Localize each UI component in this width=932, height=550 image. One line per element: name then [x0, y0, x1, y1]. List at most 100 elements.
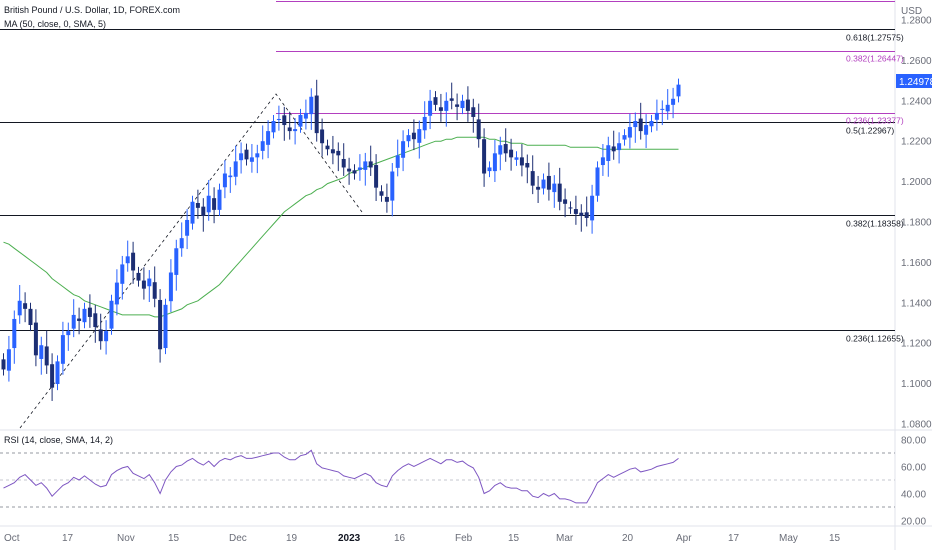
candle	[417, 120, 422, 159]
candle	[222, 160, 227, 199]
rsi-tick: 20.00	[901, 517, 926, 528]
candle	[293, 118, 298, 145]
candle	[509, 138, 514, 171]
candle	[303, 99, 308, 130]
candle	[600, 144, 605, 176]
candles	[1, 78, 681, 401]
candle	[55, 355, 60, 391]
candle	[109, 294, 114, 335]
ma50-line	[3, 136, 679, 318]
candle	[147, 270, 152, 302]
price-tick: 1.22000	[901, 137, 932, 148]
candle	[579, 204, 584, 232]
rsi-axis[interactable]: 80.00 60.00 40.00 20.00	[901, 436, 926, 528]
candle	[411, 119, 416, 151]
candle	[104, 320, 109, 355]
candle	[136, 266, 141, 287]
candle	[217, 183, 222, 216]
candle	[492, 139, 497, 183]
last-price-box	[896, 74, 932, 88]
candle	[563, 188, 568, 218]
candle	[309, 88, 314, 130]
candle	[125, 240, 130, 272]
candle	[195, 189, 200, 219]
candle	[471, 98, 476, 133]
time-tick: Feb	[455, 533, 473, 544]
time-tick: Oct	[4, 533, 20, 544]
last-price-tag: 1.24978	[896, 74, 932, 88]
price-tick: 1.24000	[901, 96, 932, 107]
candle	[66, 322, 71, 351]
candle	[357, 154, 362, 181]
candle	[406, 129, 411, 148]
rsi-tick: 80.00	[901, 436, 926, 447]
candle	[341, 143, 346, 176]
candle	[82, 302, 87, 329]
candle	[519, 144, 524, 177]
time-axis[interactable]: Oct 17 Nov 15 Dec 19 2023 16 Feb 15 Mar 20 Apr 17 May 1…	[4, 533, 841, 544]
candle	[201, 198, 206, 232]
candle	[239, 142, 244, 174]
candle	[665, 89, 670, 120]
rsi-tick: 60.00	[901, 463, 926, 474]
time-tick: 2023	[338, 533, 361, 544]
time-tick: 15	[829, 533, 841, 544]
candle	[255, 144, 260, 174]
candle	[87, 294, 92, 328]
fib-label-black: 0.382(1.18358)	[846, 219, 904, 229]
candle	[158, 289, 163, 363]
candle	[487, 161, 492, 178]
candle	[482, 128, 487, 187]
candle	[131, 241, 136, 284]
candle	[17, 285, 22, 324]
candle	[660, 100, 665, 126]
ma-legend: MA (50, close, 0, SMA, 5)	[4, 19, 106, 29]
price-axis[interactable]: 1.28000 1.26000 1.24000 1.22000 1.20000 1.180…	[901, 16, 932, 431]
candle	[163, 298, 168, 355]
fib-label-black: 0.236(1.12655)	[846, 334, 904, 344]
fib-levels-black[interactable]: 0.618(1.27575) 0.5(1.22967) 0.382(1.18358)…	[0, 29, 904, 344]
candle	[233, 145, 238, 186]
time-tick: 15	[168, 533, 180, 544]
candle	[336, 142, 341, 172]
time-tick: 19	[286, 533, 298, 544]
candle	[249, 144, 254, 173]
candle	[12, 310, 17, 364]
candle	[141, 267, 146, 300]
rsi-line	[3, 449, 679, 504]
candle	[93, 304, 98, 343]
time-tick: 16	[394, 533, 406, 544]
candle	[168, 259, 173, 313]
candle	[422, 101, 427, 139]
candle	[541, 173, 546, 195]
candle	[71, 299, 76, 338]
candle	[363, 152, 368, 186]
candle	[314, 79, 319, 142]
fib-levels-purple[interactable]: 0.5(1.28929)0.382(1.26447)0.236(1.23377)	[276, 0, 904, 126]
candle	[330, 135, 335, 165]
fib-label-purple: 0.382(1.26447)	[846, 54, 904, 64]
candle	[298, 108, 303, 133]
candle	[573, 195, 578, 225]
price-tick: 1.28000	[901, 16, 932, 27]
candle	[325, 139, 330, 156]
time-tick: Mar	[556, 533, 574, 544]
price-tick: 1.10000	[901, 379, 932, 390]
candle	[649, 114, 654, 133]
candle	[390, 163, 395, 217]
price-tick: 1.16000	[901, 258, 932, 269]
candle	[352, 164, 357, 180]
time-tick: Apr	[676, 533, 692, 544]
price-tick: 1.18000	[901, 218, 932, 229]
candle	[44, 330, 49, 374]
time-tick: 15	[508, 533, 520, 544]
candle	[498, 136, 503, 171]
candle	[60, 321, 65, 375]
candle	[627, 113, 632, 149]
candle	[368, 145, 373, 176]
candle	[1, 353, 6, 376]
candle	[514, 151, 519, 166]
candle	[23, 292, 28, 323]
fib-trend-line[interactable]	[19, 93, 363, 429]
